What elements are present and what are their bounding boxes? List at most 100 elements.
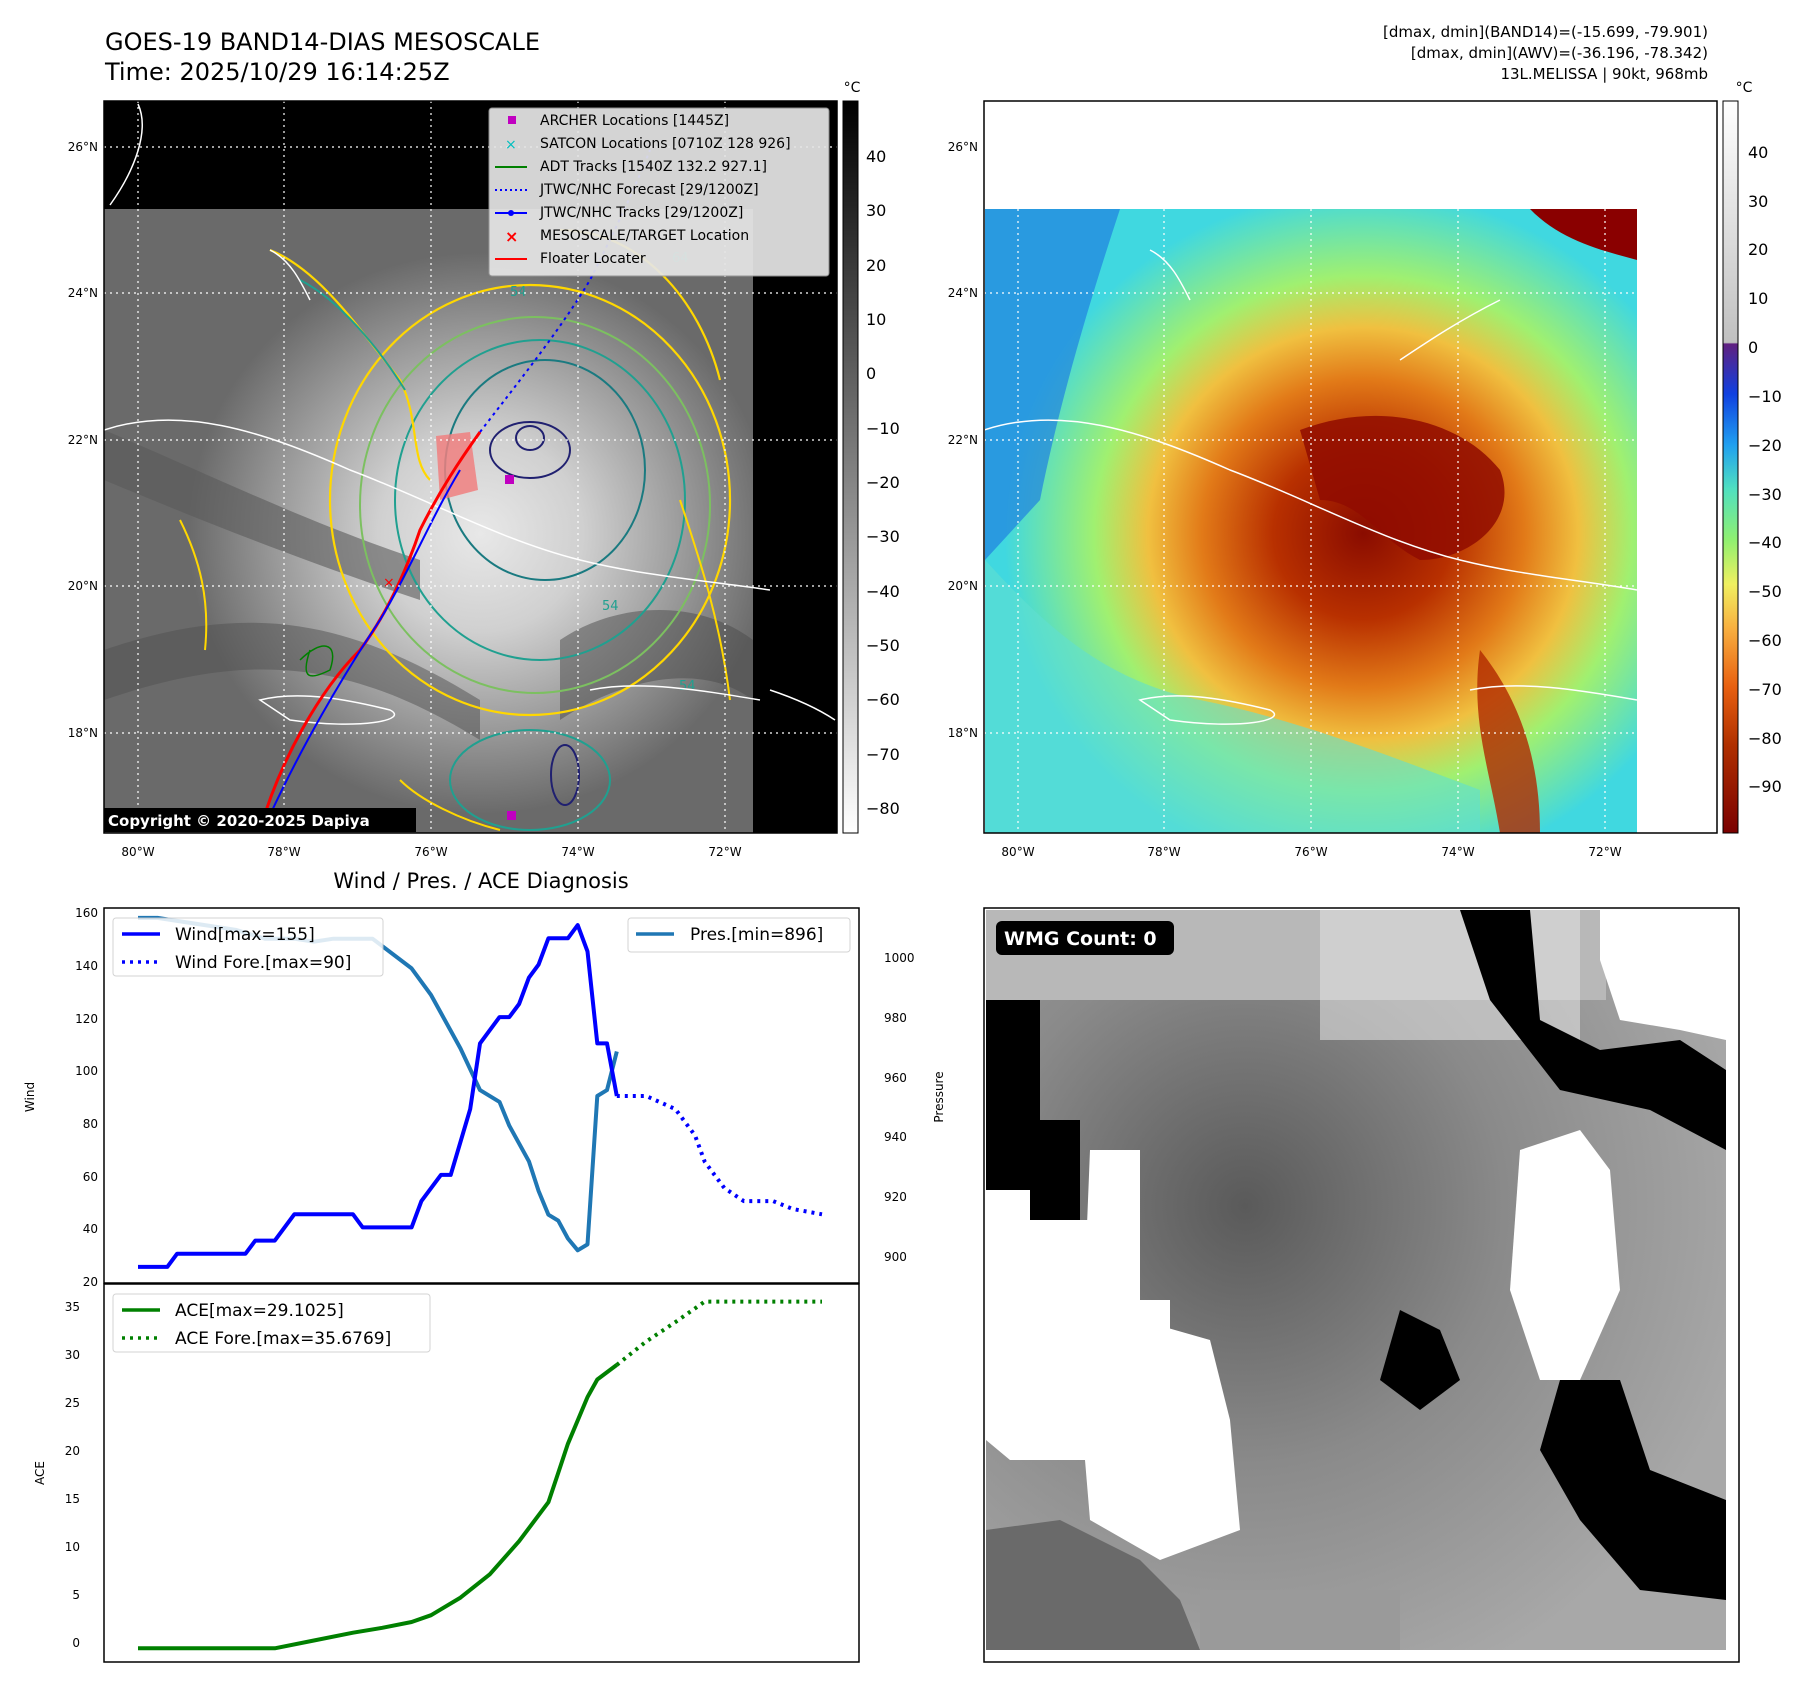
- svg-text:−30: −30: [866, 527, 900, 546]
- wind-series-line: [138, 923, 619, 1269]
- svg-text:78°W: 78°W: [267, 845, 300, 859]
- legend-satcon-marker: ×: [505, 137, 517, 153]
- svg-text:22°N: 22°N: [68, 433, 98, 447]
- svg-text:−90: −90: [1748, 777, 1782, 796]
- legend-target-marker: ×: [505, 227, 518, 246]
- map1-lon-labels: 80°W 78°W 76°W 74°W 72°W: [121, 845, 741, 859]
- svg-text:10: 10: [1748, 289, 1768, 308]
- legend-forecast-label: JTWC/NHC Forecast [29/1200Z]: [539, 182, 759, 198]
- map-legend: ARCHER Locations [1445Z] × SATCON Locati…: [488, 107, 830, 277]
- svg-text:−30: −30: [1748, 485, 1782, 504]
- legend-archer-label: ARCHER Locations [1445Z]: [540, 113, 729, 129]
- wind-legend-label: Wind[max=155]: [175, 925, 315, 945]
- svg-text:0: 0: [1748, 338, 1758, 357]
- copyright-box: [104, 808, 416, 832]
- svg-text:940: 940: [884, 1130, 907, 1144]
- ace-legend: ACE[max=29.1025] ACE Fore.[max=35.6769]: [112, 1293, 431, 1353]
- svg-text:20°N: 20°N: [68, 579, 98, 593]
- wmg-panel: WMG Count: 0: [983, 907, 1740, 1663]
- svg-text:40: 40: [1748, 143, 1768, 162]
- svg-text:30: 30: [1748, 192, 1768, 211]
- svg-text:24°N: 24°N: [948, 286, 978, 300]
- contour-label: 54: [602, 599, 619, 614]
- map1-lat-labels: 26°N 24°N 22°N 20°N 18°N: [68, 140, 98, 740]
- svg-text:−70: −70: [1748, 680, 1782, 699]
- svg-text:120: 120: [75, 1012, 98, 1026]
- storm-info: 13L.MELISSA | 90kt, 968mb: [1500, 65, 1708, 83]
- svg-text:76°W: 76°W: [414, 845, 447, 859]
- svg-text:−50: −50: [1748, 582, 1782, 601]
- svg-text:20°N: 20°N: [948, 579, 978, 593]
- svg-text:0: 0: [866, 364, 876, 383]
- svg-text:30: 30: [866, 201, 886, 220]
- svg-text:18°N: 18°N: [68, 726, 98, 740]
- ace-fore-legend-label: ACE Fore.[max=35.6769]: [175, 1329, 391, 1349]
- svg-text:960: 960: [884, 1071, 907, 1085]
- svg-text:72°W: 72°W: [708, 845, 741, 859]
- ace-legend-label: ACE[max=29.1025]: [175, 1301, 344, 1321]
- svg-text:60: 60: [83, 1170, 98, 1184]
- wind-legend: Wind[max=155] Wind Fore.[max=90]: [112, 917, 384, 977]
- wind-y-ticks: 160 140 120 100 80 60 40 20: [75, 906, 98, 1289]
- svg-text:30: 30: [65, 1348, 80, 1362]
- svg-text:72°W: 72°W: [1588, 845, 1621, 859]
- archer-marker: [507, 811, 516, 820]
- ace-ylabel: ACE: [33, 1461, 47, 1485]
- svg-text:80°W: 80°W: [121, 845, 154, 859]
- svg-text:20: 20: [83, 1275, 98, 1289]
- coastlines: [104, 103, 836, 725]
- svg-text:20: 20: [65, 1444, 80, 1458]
- svg-text:900: 900: [884, 1250, 907, 1264]
- svg-text:40: 40: [866, 147, 886, 166]
- contours: [179, 228, 732, 831]
- svg-text:20: 20: [866, 256, 886, 275]
- chart-title: GOES-19 BAND14-DIAS MESOSCALE: [105, 28, 541, 56]
- svg-text:920: 920: [884, 1190, 907, 1204]
- gray-colorbar: °C: [842, 80, 861, 834]
- svg-text:−70: −70: [866, 745, 900, 764]
- gray-colorbar-unit: °C: [844, 80, 861, 96]
- legend-tracks-label: JTWC/NHC Tracks [29/1200Z]: [539, 205, 743, 221]
- svg-text:−10: −10: [1748, 387, 1782, 406]
- svg-text:80: 80: [83, 1117, 98, 1131]
- map2-lon-labels: 80°W 78°W 76°W 74°W 72°W: [1001, 845, 1621, 859]
- map-grid: [984, 101, 1717, 833]
- svg-text:140: 140: [75, 959, 98, 973]
- coastlines: [984, 249, 1638, 725]
- svg-text:−80: −80: [866, 799, 900, 818]
- wmg-label-box: [996, 921, 1174, 955]
- gray-colorbar-ticks: 40 30 20 10 0 −10 −20 −30 −40 −50 −60 −7…: [866, 147, 900, 818]
- target-marker: ×: [383, 575, 395, 591]
- archer-marker: [505, 475, 514, 484]
- color-colorbar-unit: °C: [1736, 80, 1753, 96]
- svg-text:−20: −20: [866, 473, 900, 492]
- svg-text:−40: −40: [1748, 533, 1782, 552]
- svg-text:−60: −60: [866, 690, 900, 709]
- stats-band14: [dmax, dmin](BAND14)=(-15.699, -79.901): [1383, 23, 1708, 41]
- svg-text:20: 20: [1748, 240, 1768, 259]
- svg-text:76°W: 76°W: [1294, 845, 1327, 859]
- svg-text:22°N: 22°N: [948, 433, 978, 447]
- ace-lines: [138, 1299, 822, 1651]
- wmg-label: WMG Count: 0: [1004, 928, 1157, 950]
- svg-text:15: 15: [65, 1492, 80, 1506]
- chart-time: Time: 2025/10/29 16:14:25Z: [105, 58, 450, 86]
- svg-text:5: 5: [72, 1588, 80, 1602]
- svg-text:−80: −80: [1748, 729, 1782, 748]
- svg-text:−10: −10: [866, 419, 900, 438]
- svg-text:160: 160: [75, 906, 98, 920]
- svg-text:35: 35: [65, 1300, 80, 1314]
- svg-text:1000: 1000: [884, 951, 915, 965]
- svg-text:−60: −60: [1748, 631, 1782, 650]
- svg-text:25: 25: [65, 1396, 80, 1410]
- wind-ylabel: Wind: [23, 1082, 37, 1112]
- legend-archer-marker: [508, 116, 516, 124]
- stats-awv: [dmax, dmin](AWV)=(-36.196, -78.342): [1410, 44, 1708, 62]
- diagnosis-title: Wind / Pres. / ACE Diagnosis: [333, 869, 628, 893]
- ace-forecast-series-line: [615, 1299, 822, 1367]
- svg-text:26°N: 26°N: [68, 140, 98, 154]
- legend-adt-label: ADT Tracks [1540Z 132.2 927.1]: [540, 159, 767, 175]
- map2-lat-labels: 26°N 24°N 22°N 20°N 18°N: [948, 140, 978, 740]
- svg-text:74°W: 74°W: [561, 845, 594, 859]
- color-map-panel: [984, 101, 1717, 833]
